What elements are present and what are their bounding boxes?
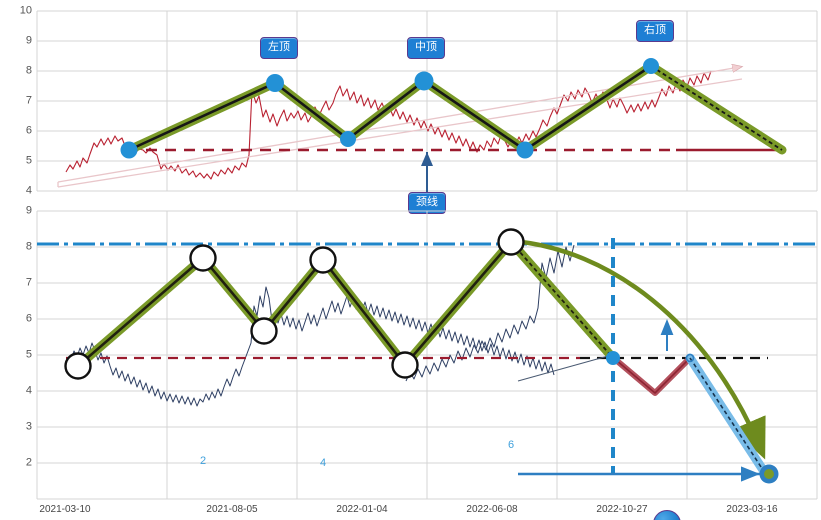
- bottom-panel-ytick: 2: [25, 456, 32, 469]
- bottom-panel-ytick: 3: [25, 420, 32, 433]
- top-panel-plot: [36, 10, 818, 198]
- bottom-panel-y-axis: 9 8 7 6 5 4 3 2: [0, 203, 32, 520]
- top-panel: 10 9 8 7 6 5 4: [0, 0, 821, 214]
- top-hs-projection: [650, 65, 783, 151]
- top-pivot-dots: [120, 58, 659, 159]
- bottom-panel-ytick: 6: [25, 312, 32, 325]
- top-hs-pattern-core: [127, 64, 653, 152]
- top-panel-ytick: 4: [25, 184, 32, 197]
- top-panel-y-axis: 10 9 8 7 6 5 4: [0, 0, 32, 203]
- x-axis-tick: 2022-10-27: [596, 504, 648, 515]
- decline-to-target-core: [689, 357, 766, 474]
- bottom-price-line: [70, 286, 555, 407]
- top-panel-ytick: 10: [19, 4, 32, 17]
- wave-label-6: 6: [507, 439, 515, 451]
- x-axis-tick: 2022-01-04: [336, 504, 388, 515]
- bottom-panel-ytick: 8: [25, 240, 32, 253]
- x-axis-tick: 2021-03-10: [39, 504, 91, 515]
- label-left-shoulder[interactable]: 左顶: [260, 37, 298, 59]
- top-hs-pattern-halo: [124, 61, 787, 155]
- target-dot: [759, 464, 779, 484]
- wave-pattern-core: [76, 240, 513, 368]
- x-axis-tick: 2022-06-08: [466, 504, 518, 515]
- pullback-line-core: [615, 357, 691, 394]
- bottom-panel-plot: [36, 210, 818, 500]
- bottom-panel-ytick: 7: [25, 276, 32, 289]
- sell1-leader-line: [517, 355, 609, 382]
- top-panel-ytick: 9: [25, 34, 32, 47]
- bottom-grid: [36, 210, 818, 500]
- bottom-panel: 9 8 7 6 5 4 3 2: [0, 203, 821, 520]
- wave-label-2: 2: [199, 455, 207, 467]
- wave-pattern-halo: [73, 237, 618, 371]
- label-right-shoulder[interactable]: 右顶: [636, 20, 674, 42]
- label-head[interactable]: 中顶: [407, 37, 445, 59]
- x-axis-tick: 2023-03-16: [726, 504, 778, 515]
- wave-circle-markers: [64, 228, 525, 380]
- bottom-panel-ytick: 4: [25, 384, 32, 397]
- pullback-line: [613, 355, 693, 396]
- x-axis-tick: 2021-08-05: [206, 504, 258, 515]
- top-panel-ytick: 6: [25, 124, 32, 137]
- top-panel-ytick: 8: [25, 64, 32, 77]
- wave-projection-dashed: [510, 241, 614, 359]
- bottom-panel-ytick: 9: [25, 204, 32, 217]
- top-panel-ytick: 7: [25, 94, 32, 107]
- bottom-panel-ytick: 5: [25, 348, 32, 361]
- projection-arc: [511, 238, 766, 460]
- sell2-pivot-dot: [685, 353, 695, 363]
- x-axis: 2021-03-10 2021-08-05 2022-01-04 2022-06-08…: [0, 500, 821, 520]
- decline-to-target-halo: [685, 353, 770, 478]
- top-panel-ytick: 5: [25, 154, 32, 167]
- sell1-pivot-dot: [606, 351, 620, 365]
- wave-label-4: 4: [319, 457, 327, 469]
